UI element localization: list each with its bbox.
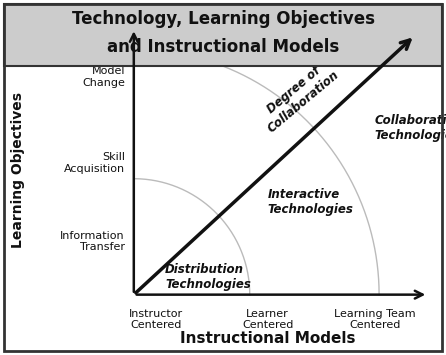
Text: Mental
Model
Change: Mental Model Change	[82, 54, 125, 88]
Text: Instructional Models: Instructional Models	[180, 331, 355, 346]
Text: Degree of
Collaboration: Degree of Collaboration	[256, 56, 342, 135]
Text: Learning Team
Centered: Learning Team Centered	[334, 309, 416, 331]
Text: Learning Objectives: Learning Objectives	[11, 92, 25, 248]
Text: Interactive
Technologies: Interactive Technologies	[268, 189, 354, 216]
Bar	[4, 4, 442, 66]
Text: and Instructional Models: and Instructional Models	[107, 38, 339, 56]
Text: Learner
Centered: Learner Centered	[242, 309, 293, 331]
Text: Technology, Learning Objectives: Technology, Learning Objectives	[71, 10, 375, 28]
Text: Distribution
Technologies: Distribution Technologies	[165, 263, 251, 291]
Text: Instructor
Centered: Instructor Centered	[129, 309, 183, 331]
Text: Skill
Acquisition: Skill Acquisition	[64, 153, 125, 174]
Text: Collaborative
Technologies: Collaborative Technologies	[375, 114, 446, 142]
Text: Information
Transfer: Information Transfer	[60, 231, 125, 252]
